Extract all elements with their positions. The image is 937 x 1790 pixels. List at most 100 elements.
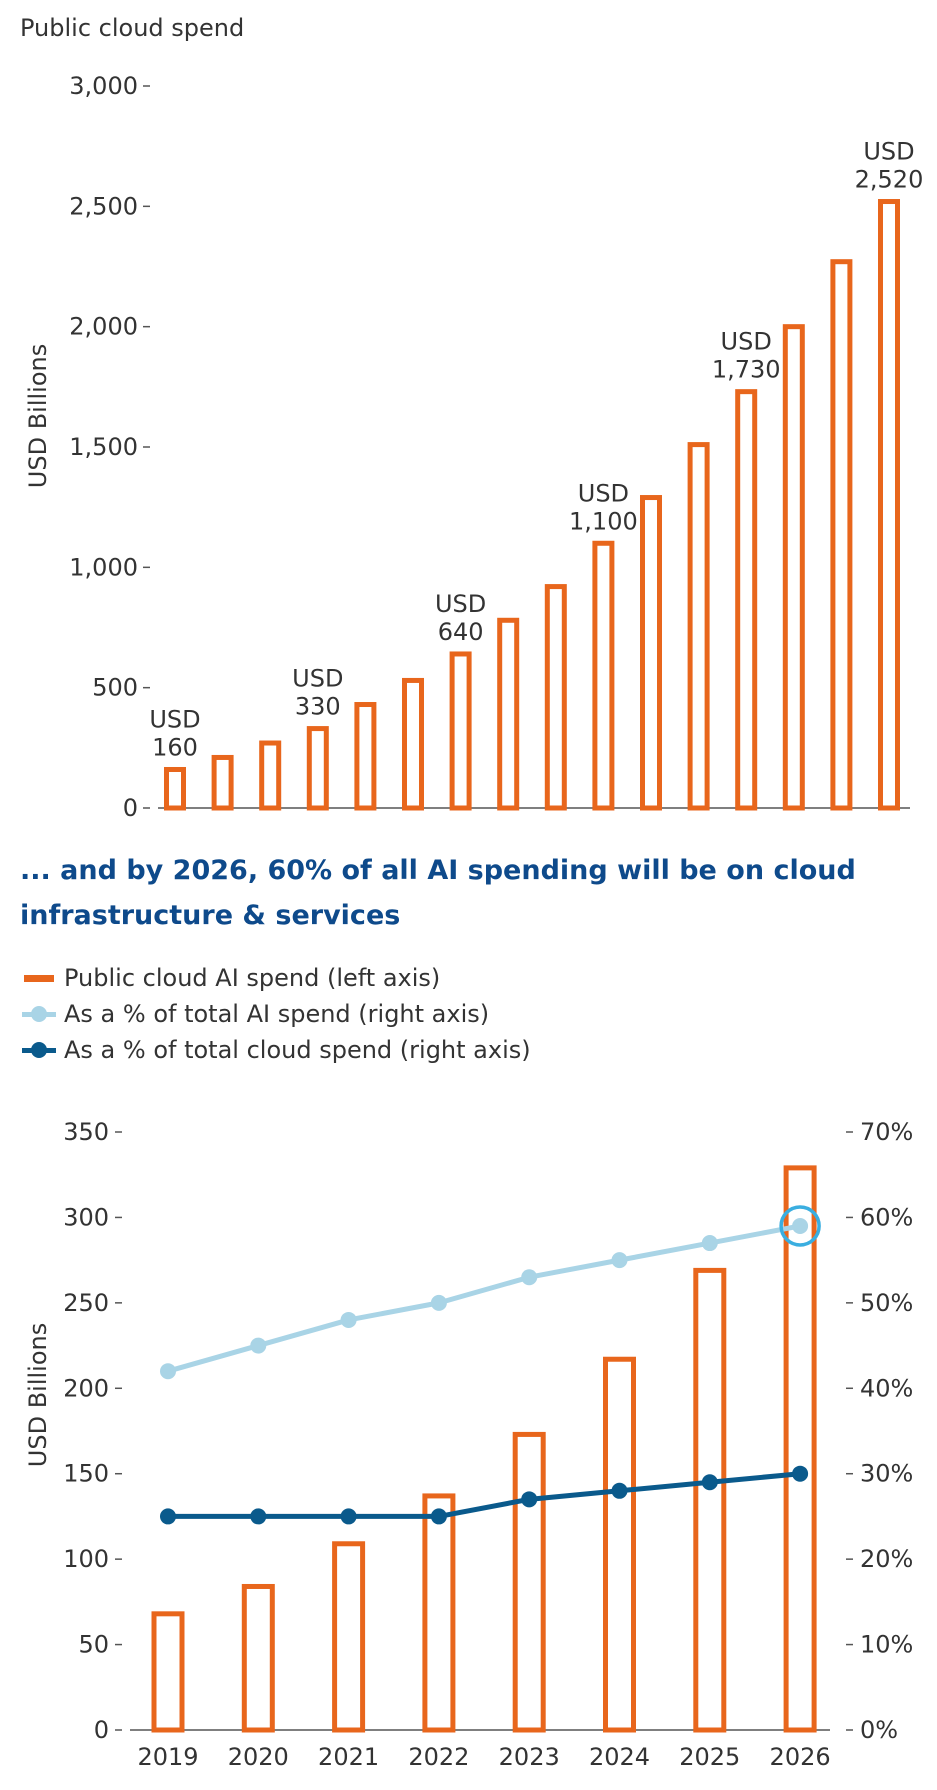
y-tick-label: 2,000 bbox=[69, 313, 138, 341]
x-tick-label: 2023 bbox=[499, 1743, 560, 1771]
bar bbox=[878, 199, 900, 811]
line-point bbox=[611, 1482, 628, 1499]
y2-tick-label: 70% bbox=[860, 1118, 913, 1146]
right-y-axis: 0% 10% 20% 30% 40% 50% 60% 70% bbox=[846, 1118, 913, 1744]
bar bbox=[449, 651, 472, 811]
data-label-unit: USD bbox=[149, 705, 200, 733]
data-label-unit: USD bbox=[435, 590, 486, 618]
line-series bbox=[160, 1205, 821, 1525]
line-point bbox=[250, 1508, 267, 1525]
data-label-unit: USD bbox=[578, 479, 629, 507]
y2-tick-label: 20% bbox=[860, 1545, 913, 1573]
x-tick-label: 2020 bbox=[228, 1743, 289, 1771]
bar bbox=[402, 677, 424, 811]
bar bbox=[259, 740, 282, 811]
y-tick-label: 200 bbox=[63, 1374, 109, 1402]
bar bbox=[211, 754, 234, 811]
ai-spend-pct-line bbox=[167, 1223, 801, 1374]
bar bbox=[151, 1611, 185, 1733]
bar bbox=[640, 495, 662, 811]
y2-tick-label: 0% bbox=[860, 1716, 898, 1744]
y2-tick-label: 10% bbox=[860, 1631, 913, 1659]
y-tick-label: 300 bbox=[63, 1203, 109, 1231]
x-tick-label: 2024 bbox=[589, 1743, 650, 1771]
highlight-ring bbox=[779, 1205, 821, 1247]
y-axis-label: USD Billions bbox=[24, 1323, 52, 1467]
bar-series bbox=[151, 1165, 817, 1733]
line-point bbox=[792, 1465, 809, 1482]
legend-item-dark-line: As a % of total cloud spend (right axis) bbox=[22, 1032, 531, 1068]
chart-title: Public cloud spend bbox=[20, 14, 244, 42]
x-tick-label: 2022 bbox=[408, 1743, 469, 1771]
line-point bbox=[611, 1252, 628, 1269]
bar bbox=[735, 389, 758, 811]
y-tick-label: 250 bbox=[63, 1289, 109, 1317]
x-tick-label: 2026 bbox=[770, 1743, 831, 1771]
y-tick-label: 500 bbox=[92, 674, 138, 702]
line-point bbox=[430, 1508, 447, 1525]
line-point bbox=[250, 1337, 267, 1354]
line-point bbox=[701, 1235, 718, 1252]
y-tick-label: 100 bbox=[63, 1545, 109, 1573]
legend-item-bar: Public cloud AI spend (left axis) bbox=[22, 960, 531, 996]
bar bbox=[782, 324, 805, 811]
y-tick-label: 350 bbox=[63, 1118, 109, 1146]
data-label-value: 2,520 bbox=[855, 166, 924, 194]
line-point bbox=[701, 1474, 718, 1491]
y-tick-label: 50 bbox=[78, 1631, 109, 1659]
y-axis-label: USD Billions bbox=[24, 344, 52, 488]
bar bbox=[687, 442, 710, 811]
data-label-value: 1,730 bbox=[712, 356, 781, 384]
data-label-unit: USD bbox=[721, 328, 772, 356]
x-tick-label: 2025 bbox=[679, 1743, 740, 1771]
data-label-unit: USD bbox=[292, 665, 343, 693]
bar bbox=[783, 1165, 817, 1733]
section-heading: ... and by 2026, 60% of all AI spending … bbox=[20, 855, 856, 931]
bar bbox=[241, 1583, 275, 1733]
y2-tick-label: 50% bbox=[860, 1289, 913, 1317]
line-point bbox=[430, 1294, 447, 1311]
y-tick-label: 1,500 bbox=[69, 433, 138, 461]
data-label-value: 160 bbox=[152, 733, 198, 761]
legend-dark-line-swatch bbox=[22, 1038, 56, 1062]
y-axis: 0 500 1,000 1,500 2,000 2,500 3,000 bbox=[69, 72, 150, 822]
line-point bbox=[521, 1269, 538, 1286]
data-label-unit: USD bbox=[863, 138, 914, 166]
legend-label: Public cloud AI spend (left axis) bbox=[64, 964, 441, 992]
y-tick-label: 1,000 bbox=[69, 553, 138, 581]
bar bbox=[830, 259, 853, 811]
line-point bbox=[160, 1508, 176, 1525]
legend-label: As a % of total AI spend (right axis) bbox=[64, 1000, 490, 1028]
bar bbox=[544, 584, 567, 811]
y2-tick-label: 60% bbox=[860, 1203, 913, 1231]
line-point bbox=[340, 1311, 357, 1328]
line-point bbox=[792, 1217, 809, 1234]
bar bbox=[164, 766, 186, 811]
y-tick-label: 3,000 bbox=[69, 72, 138, 100]
line-point bbox=[160, 1363, 176, 1380]
y-tick-label: 0 bbox=[123, 794, 138, 822]
bar bbox=[332, 1541, 366, 1733]
bar bbox=[354, 702, 377, 811]
left-y-axis: 0 50 100 150 200 250 300 350 bbox=[63, 1118, 122, 1744]
y-tick-label: 0 bbox=[94, 1716, 109, 1744]
bar bbox=[497, 617, 520, 811]
data-label-value: 330 bbox=[295, 693, 341, 721]
cloud-spend-pct-line bbox=[168, 1471, 801, 1519]
bar-series bbox=[164, 199, 900, 811]
public-cloud-spend-chart: Public cloud spend USD Billions 0 500 1,00… bbox=[20, 14, 924, 822]
legend-item-light-line: As a % of total AI spend (right axis) bbox=[22, 996, 531, 1032]
bar bbox=[422, 1493, 456, 1733]
legend-bar-swatch bbox=[22, 966, 56, 990]
legend-light-line-swatch bbox=[22, 1002, 56, 1026]
x-tick-label: 2019 bbox=[137, 1743, 198, 1771]
y2-tick-label: 40% bbox=[860, 1374, 913, 1402]
line-point bbox=[340, 1508, 357, 1525]
line-point bbox=[521, 1491, 538, 1508]
x-axis: 2019 2020 2021 2022 2023 2024 2025 2026 bbox=[137, 1743, 830, 1771]
bar bbox=[603, 1356, 636, 1733]
legend: Public cloud AI spend (left axis) As a %… bbox=[22, 960, 531, 1068]
x-tick-label: 2021 bbox=[318, 1743, 379, 1771]
legend-label: As a % of total cloud spend (right axis) bbox=[64, 1036, 531, 1064]
